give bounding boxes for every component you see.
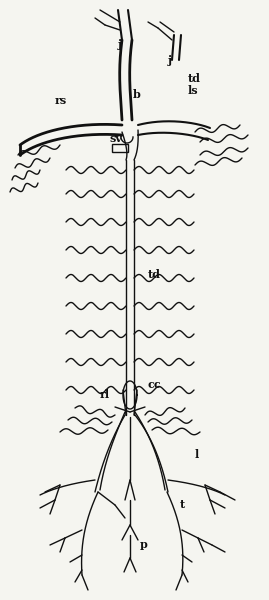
Text: rl: rl [100,389,110,401]
Text: p: p [140,539,148,551]
Text: td: td [148,269,161,280]
Bar [112,144,128,152]
Text: rs: rs [55,94,67,106]
Text: td: td [188,73,201,83]
Text: ls: ls [188,85,199,95]
Text: j: j [118,40,122,50]
Text: l: l [195,449,199,461]
Text: j: j [168,55,172,65]
Text: sv: sv [110,133,123,143]
Text: t: t [180,499,185,511]
Text: b: b [133,89,141,100]
Text: cc: cc [148,379,162,391]
